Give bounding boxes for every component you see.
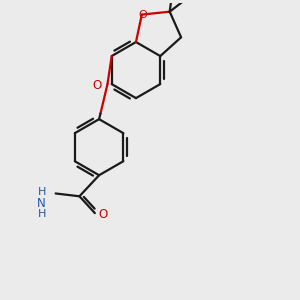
Text: N: N	[37, 197, 46, 210]
Text: O: O	[92, 79, 101, 92]
Text: H: H	[38, 209, 46, 219]
Text: O: O	[139, 10, 148, 20]
Text: O: O	[98, 208, 107, 221]
Text: H: H	[38, 187, 46, 197]
